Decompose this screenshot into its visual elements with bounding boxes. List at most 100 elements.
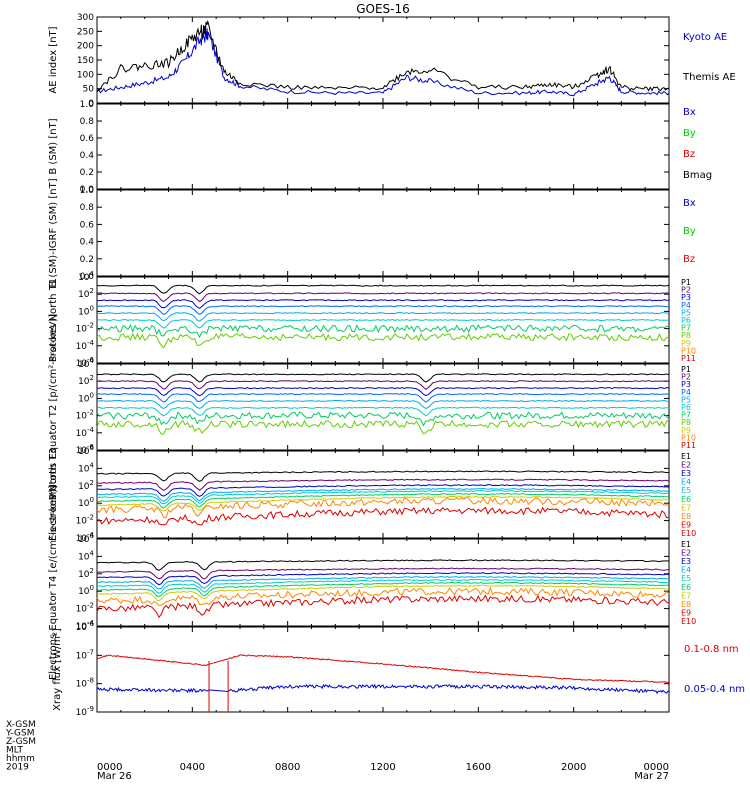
legend-label: P5 [681,308,691,317]
legend-label: E9 [681,608,691,617]
flux-series-line [96,380,670,390]
flux-series-line [96,581,670,598]
time-tick-label: 2000 [561,762,586,773]
y-tick-label: 10-2 [76,514,94,527]
flux-series-line [96,373,670,383]
time-axis-row-label: MLT [6,746,24,756]
legend-label: 0.1-0.8 nm [684,644,739,655]
y-axis-label: Xray flux [W/m²] [52,628,63,711]
legend-label: E10 [681,529,696,538]
panel-8: Xray flux [W/m²]10-610-710-810-90.1-0.8 … [52,620,745,718]
panel-7: Electrons Equator T4 [e/(cm²-s-sr-keV)] 1… [48,485,696,680]
legend-label: Bx [683,107,696,118]
y-tick-label: 10-2 [76,409,94,422]
y-tick-label: 0.6 [80,220,95,230]
time-tick-label: 1200 [370,762,395,773]
legend-label: P11 [681,354,696,363]
legend-label: P8 [681,331,691,340]
flux-series-line [96,387,670,397]
legend-label: E3 [681,557,691,566]
time-tick-label: 1600 [466,762,491,773]
flux-series-line [96,411,670,427]
legend-label: E7 [681,503,691,512]
y-axis-label: B (SM)-IGRF (SM) [nT] [48,178,59,287]
y-axis-label: AE index [nT] [48,26,59,93]
y-tick-label: 100 [77,70,94,80]
legend-label: P2 [681,286,691,295]
legend-label: E4 [681,478,691,487]
legend-label: P6 [681,403,691,412]
y-tick-label: 50 [83,85,95,95]
panel-1: AE index [nT] 0 50 100 150 200 250 300 Kyoto AE T… [48,13,736,109]
y-tick-label: 0.0 [80,272,95,282]
y-tick-label: 0.6 [80,134,95,144]
panel-frame [96,103,670,190]
y-tick-label: 0.4 [80,238,95,248]
y-tick-label: 150 [77,56,94,66]
flux-series-line [96,586,670,607]
panel-2: B (SM) [nT] 0.0 0.2 0.4 0.6 0.8 1.0 Bx By Bz Bmag [48,100,712,195]
flux-series-line [96,575,670,590]
legend-label: P2 [681,373,691,382]
legend-label: P4 [681,388,691,397]
flux-series-line [96,419,670,435]
legend-label: Kyoto AE [683,32,727,43]
flux-series-line [96,399,670,410]
ae-series-line [96,19,670,93]
legend-label: 0.05-0.4 nm [684,684,745,695]
legend-label: E6 [681,495,691,504]
legend-label: P7 [681,411,691,420]
legend-label: Bx [683,198,696,209]
y-tick-label: 10-8 [76,677,94,690]
legend-label: E2 [681,549,691,558]
flux-series-line [97,470,670,482]
legend-label: E8 [681,512,691,521]
flux-series-line [96,305,670,315]
panel-5: Protons Equator T2 [p/(cm²-s-sr-keV)] 104… [48,314,696,501]
y-tick-label: 10-4 [76,339,95,352]
y-tick-label: 104 [78,461,94,474]
legend-label: Bz [683,254,695,265]
panel-4: Protons North T1 10410210010-210-410-6P1P… [48,270,696,369]
legend-label: Bz [683,149,695,160]
flux-series-line [96,489,670,505]
panel-frame [96,189,670,277]
y-axis-label: Protons Equator T2 [p/(cm²-s-sr-keV)] [48,314,59,501]
y-tick-label: 100 [78,496,94,509]
legend-label: P10 [681,433,696,442]
legend-label: P9 [681,339,691,348]
legend-label: P5 [681,395,691,404]
flux-series-line [96,572,670,586]
legend-label: E4 [681,566,691,575]
y-tick-label: 102 [78,567,94,580]
flux-series-line [96,292,670,303]
legend-label: E9 [681,520,691,529]
panel-3: B (SM)-IGRF (SM) [nT] 0.0 0.2 0.4 0.6 0.8 1.0 B… [48,178,696,287]
y-tick-label: 10-9 [76,705,94,718]
y-tick-label: 104 [78,549,94,562]
time-tick-label: 0000 [644,762,669,773]
legend-label: E8 [681,600,691,609]
flux-series-line [96,324,670,339]
panel-frame [96,626,670,713]
legend-label: E2 [681,461,691,470]
legend-label: E5 [681,574,691,583]
y-tick-label: 0.0 [80,185,95,195]
flux-series-line [96,393,669,403]
y-tick-label: 1.0 [80,100,95,110]
y-tick-label: 300 [77,13,94,23]
y-tick-label: 10-7 [76,648,94,661]
y-tick-label: 0.8 [80,117,95,127]
legend-label: P11 [681,441,696,450]
legend-label: E1 [681,452,691,461]
y-tick-label: 102 [78,374,94,387]
flux-series-line [96,594,670,619]
legend-label: By [683,128,696,139]
y-tick-label: 10-2 [76,322,94,335]
legend-label: E5 [681,486,691,495]
y-tick-label: 1.0 [80,186,95,196]
y-axis-label: Electrons North T3 [48,448,59,541]
y-tick-label: 0.2 [80,255,94,265]
